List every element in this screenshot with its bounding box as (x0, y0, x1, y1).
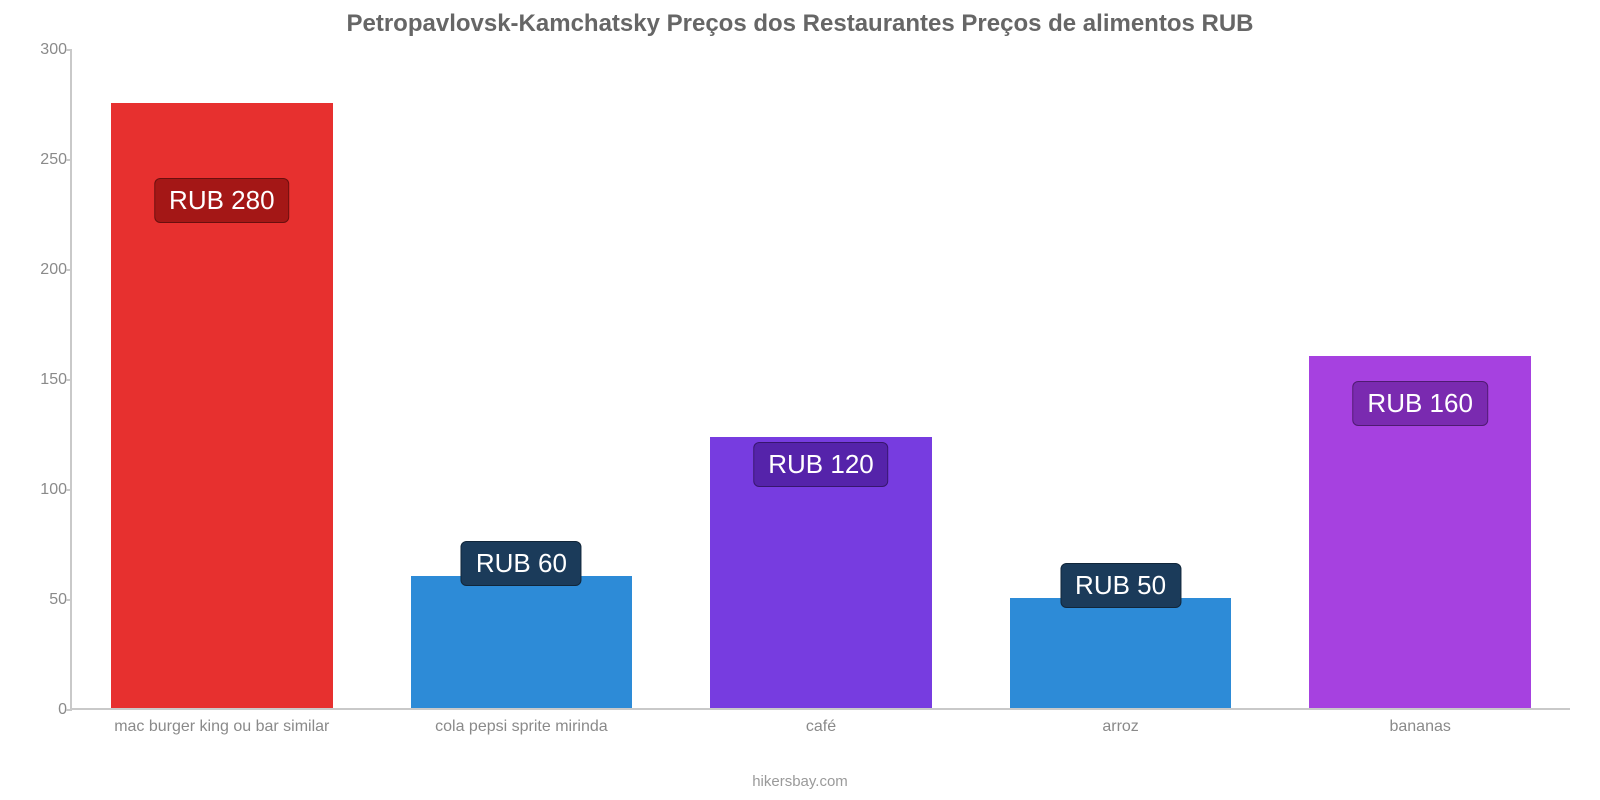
y-tick-label: 150 (22, 371, 67, 389)
value-badge-wrap: RUB 50 (1060, 563, 1181, 608)
value-badge: RUB 50 (1060, 563, 1181, 608)
value-badge: RUB 120 (753, 442, 889, 487)
y-tick-label: 250 (22, 151, 67, 169)
bars-container: RUB 280mac burger king ou bar similarRUB… (72, 50, 1570, 708)
price-bar-chart: Petropavlovsk-Kamchatsky Preços dos Rest… (0, 0, 1600, 800)
value-badge-wrap: RUB 120 (753, 442, 889, 487)
y-tick-label: 300 (22, 41, 67, 59)
value-badge: RUB 160 (1352, 381, 1488, 426)
bar (1010, 598, 1232, 708)
plot-area: RUB 280mac burger king ou bar similarRUB… (70, 50, 1570, 710)
y-tick-mark (66, 269, 72, 271)
y-tick-label: 0 (22, 701, 67, 719)
value-badge: RUB 280 (154, 178, 290, 223)
value-badge: RUB 60 (461, 541, 582, 586)
bar (411, 576, 633, 708)
x-tick-label: bananas (1121, 718, 1600, 736)
y-tick-mark (66, 709, 72, 711)
attribution-text: hikersbay.com (0, 773, 1600, 790)
bar-slot: RUB 60cola pepsi sprite mirinda (372, 50, 672, 708)
bar-slot: RUB 160bananas (1270, 50, 1570, 708)
y-tick-mark (66, 159, 72, 161)
y-tick-label: 100 (22, 481, 67, 499)
y-tick-mark (66, 489, 72, 491)
y-tick-mark (66, 49, 72, 51)
value-badge-wrap: RUB 60 (461, 541, 582, 586)
y-tick-label: 50 (22, 591, 67, 609)
y-tick-label: 200 (22, 261, 67, 279)
y-tick-mark (66, 599, 72, 601)
value-badge-wrap: RUB 160 (1352, 381, 1488, 426)
y-tick-mark (66, 379, 72, 381)
bar-slot: RUB 280mac burger king ou bar similar (72, 50, 372, 708)
value-badge-wrap: RUB 280 (154, 178, 290, 223)
bar-slot: RUB 50arroz (971, 50, 1271, 708)
chart-title: Petropavlovsk-Kamchatsky Preços dos Rest… (0, 10, 1600, 38)
bar-slot: RUB 120café (671, 50, 971, 708)
